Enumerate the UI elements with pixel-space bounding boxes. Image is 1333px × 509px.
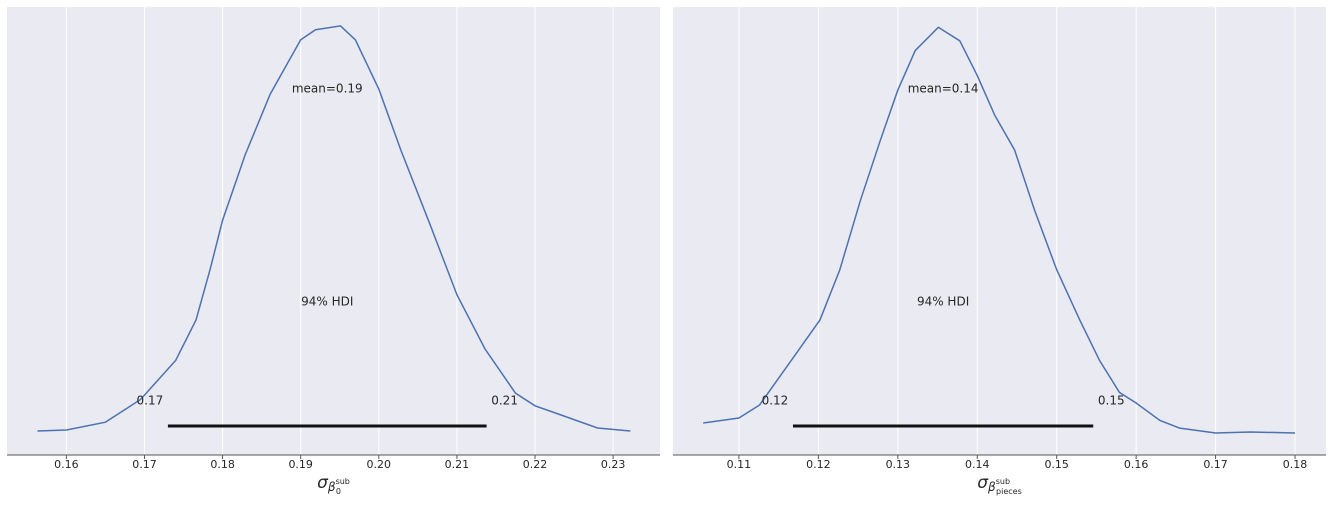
hdi-prob-label: 94% HDI (301, 295, 353, 309)
x-tick-label: 0.16 (1124, 458, 1149, 471)
label-symbol: σ (977, 473, 989, 493)
hdi-prob-label: 94% HDI (917, 295, 969, 309)
label-supsub: sub (336, 477, 350, 486)
hdi-low-label: 0.17 (137, 394, 164, 408)
density-line (703, 26, 1296, 434)
label-sub: β (327, 480, 336, 494)
x-tick-label: 0.17 (1203, 458, 1228, 471)
x-tick-label: 0.11 (727, 458, 752, 471)
x-axis-label: σβsub 0 (317, 473, 350, 496)
x-tick-label: 0.23 (601, 458, 626, 471)
x-tick-label: 0.19 (288, 458, 313, 471)
x-tick-label: 0.18 (210, 458, 235, 471)
label-subsub: pieces (996, 487, 1022, 496)
label-symbol: σ (317, 473, 329, 493)
x-axis-label: σβsub pieces (977, 473, 1022, 496)
label-subsub: 0 (336, 487, 341, 496)
label-sub: β (987, 480, 996, 494)
x-tick-label: 0.20 (367, 458, 392, 471)
x-tick-label: 0.21 (445, 458, 470, 471)
x-tick-label: 0.22 (523, 458, 548, 471)
x-tick-label: 0.16 (54, 458, 79, 471)
hdi-low-label: 0.12 (762, 394, 789, 408)
plot-area (7, 7, 660, 455)
density-line (37, 25, 631, 432)
x-tick-label: 0.13 (886, 458, 911, 471)
x-tick-label: 0.15 (1044, 458, 1069, 471)
x-tick-label: 0.18 (1283, 458, 1308, 471)
mean-label: mean=0.14 (908, 82, 979, 96)
x-tick-label: 0.14 (965, 458, 990, 471)
x-tick-label: 0.17 (132, 458, 157, 471)
plot-area (673, 7, 1326, 455)
x-tick-label: 0.12 (806, 458, 831, 471)
mean-label: mean=0.19 (292, 82, 363, 96)
hdi-high-label: 0.15 (1098, 394, 1125, 408)
label-supsub: sub (996, 477, 1010, 486)
hdi-high-label: 0.21 (491, 394, 518, 408)
